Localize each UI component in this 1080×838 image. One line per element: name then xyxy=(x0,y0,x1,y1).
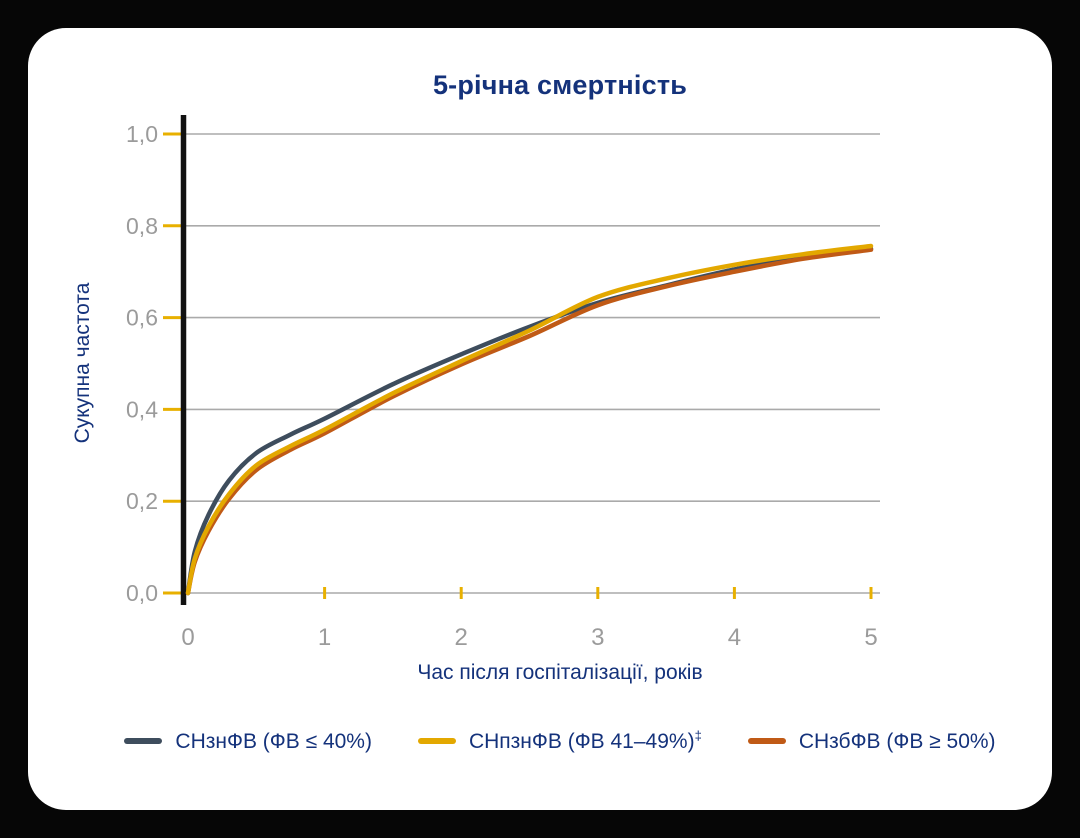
series-curve-0 xyxy=(185,246,874,596)
y-tick-label: 0,8 xyxy=(126,213,158,239)
legend-label-text: СНзнФВ (ФВ ≤ 40%) xyxy=(175,730,372,753)
x-tick-label: 4 xyxy=(728,624,741,651)
legend: СНзнФВ (ФВ ≤ 40%) СНпзнФВ (ФВ 41–49%)‡ С… xyxy=(20,728,1080,754)
legend-item-snznfv: СНзнФВ (ФВ ≤ 40%) xyxy=(124,728,372,754)
x-tick-label: 2 xyxy=(455,624,468,651)
x-tick-label: 5 xyxy=(864,624,877,651)
legend-swatch-snznfv xyxy=(124,738,163,744)
legend-item-snzbfv: СНзбФВ (ФВ ≥ 50%) xyxy=(747,728,996,754)
series-curve-1 xyxy=(185,243,874,596)
y-tick-label: 0,0 xyxy=(126,580,158,606)
x-axis-title: Час після госпіталізації, років xyxy=(417,661,703,684)
legend-swatch-snzbfv xyxy=(747,738,786,744)
y-tick-label: 1,0 xyxy=(126,121,158,147)
y-tick-label: 0,2 xyxy=(126,488,158,514)
y-tick-label: 0,6 xyxy=(126,305,158,331)
legend-label-sup: ‡ xyxy=(694,728,702,743)
x-tick-label: 0 xyxy=(181,624,194,651)
legend-label-snznfv: СНзнФВ (ФВ ≤ 40%) xyxy=(175,728,372,754)
chart-title: 5-річна смертність xyxy=(432,70,688,100)
legend-item-snpznfv: СНпзнФВ (ФВ 41–49%)‡ xyxy=(417,728,702,754)
y-tick-label: 0,4 xyxy=(126,396,158,422)
y-axis-title-text: Сукупна частота xyxy=(71,282,94,444)
x-tick-label: 1 xyxy=(318,624,331,651)
legend-label-snpznfv: СНпзнФВ (ФВ 41–49%)‡ xyxy=(469,728,702,754)
legend-label-text: СНзбФВ (ФВ ≥ 50%) xyxy=(798,730,996,753)
series-curve-2 xyxy=(185,247,874,596)
chart-card xyxy=(28,28,1052,810)
legend-swatch-snpznfv xyxy=(417,738,456,744)
legend-label-text: СНпзнФВ (ФВ 41–49%) xyxy=(468,730,695,753)
x-tick-label: 3 xyxy=(591,624,604,651)
legend-label-snzbfv: СНзбФВ (ФВ ≥ 50%) xyxy=(799,728,996,754)
